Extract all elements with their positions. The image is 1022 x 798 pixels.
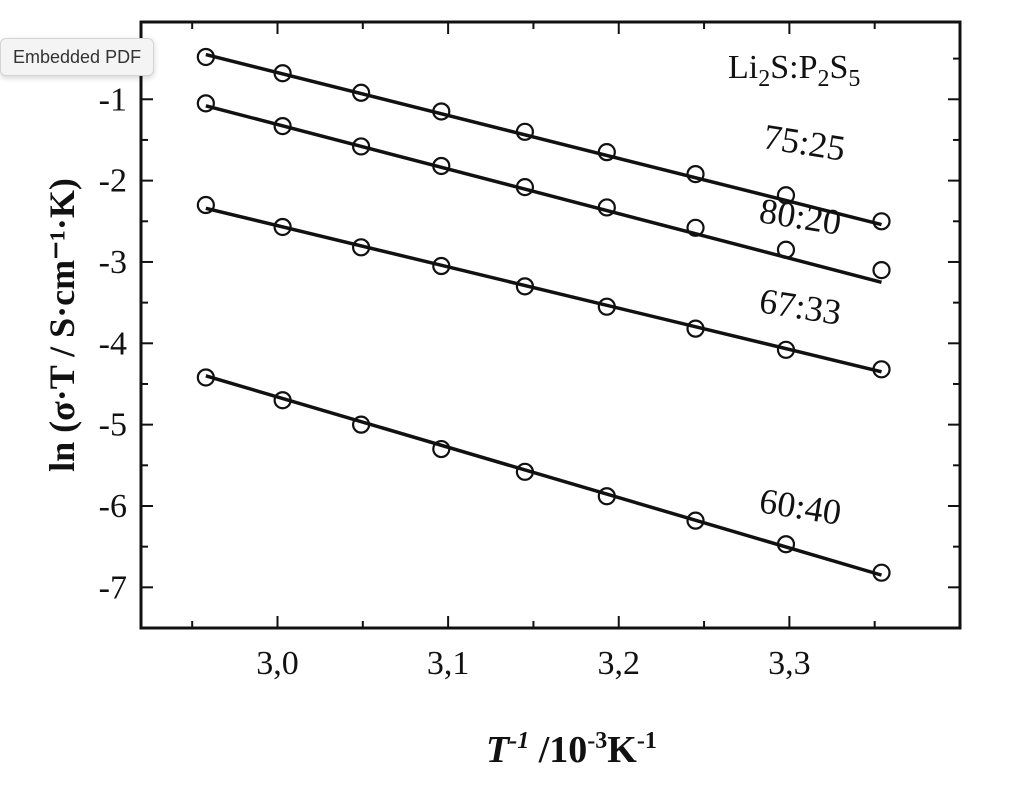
y-tick-label: -4 [99,325,127,362]
plot-frame [139,20,962,630]
x-axis-title: T-1 /10-3K-1 [486,728,657,771]
data-point-60-40 [196,368,215,387]
data-point-75-25 [432,102,451,121]
data-point-67-33 [196,195,215,215]
data-point-60-40 [872,563,891,582]
y-tick-label: -6 [99,488,127,525]
data-point-75-25 [352,83,371,102]
series-label-67-33: 67:33 [757,280,844,332]
data-point-80-20 [352,137,371,156]
series-label-75-25: 75:25 [761,116,848,168]
data-point-60-40 [597,487,616,506]
data-point-80-20 [432,156,451,176]
data-point-60-40 [776,535,796,554]
data-point-75-25 [776,186,796,205]
data-point-80-20 [872,260,891,280]
x-tick-label: 3,0 [256,645,299,682]
embedded-pdf-tooltip: Embedded PDF [0,38,155,76]
tick-labels: 3,0 3,1 3,2 3,3 -7 -6 -5 -4 -3 -2 -1 [99,81,811,682]
y-tick-label: -5 [99,407,127,444]
x-tick-label: 3,3 [768,645,811,682]
data-point-80-20 [273,117,292,136]
data-point-60-40 [273,391,292,410]
axis-ticks [141,22,961,629]
y-tick-label: -7 [99,569,127,606]
legend-title: Li2S:P2S5 [728,49,860,92]
fit-line-60-40 [205,374,883,577]
data-point-75-25 [196,47,215,67]
y-tick-label: -2 [99,163,127,200]
y-axis-title: ln (σ·T / S·cm⁻¹·K) [42,178,82,472]
data-point-75-25 [515,122,535,141]
fit-line-75-25 [205,52,882,227]
data-point-67-33 [686,319,705,338]
data-point-75-25 [273,64,292,83]
data-point-60-40 [352,415,371,434]
fit-lines [205,52,883,577]
data-point-67-33 [352,238,371,257]
data-point-80-20 [686,218,705,237]
data-point-60-40 [432,439,451,459]
fit-line-80-20 [205,104,882,284]
data-point-75-25 [872,212,891,231]
x-tick-label: 3,2 [598,645,641,682]
data-point-60-40 [686,511,705,530]
y-tick-label: -3 [99,244,127,281]
data-point-67-33 [273,217,292,237]
series-label-60-40: 60:40 [757,480,844,532]
fit-line-67-33 [205,206,882,374]
data-point-67-33 [872,360,891,379]
data-point-80-20 [776,240,796,259]
data-point-75-25 [597,143,616,162]
data-point-80-20 [196,94,215,113]
x-tick-label: 3,1 [427,645,470,682]
data-point-80-20 [515,178,535,197]
data-point-67-33 [432,256,451,276]
data-point-75-25 [686,165,705,184]
y-tick-label: -1 [99,81,127,118]
data-point-67-33 [515,277,535,296]
data-point-67-33 [776,340,796,359]
data-point-67-33 [597,297,616,316]
series-label-80-20: 80:20 [757,190,844,242]
data-points [196,47,891,582]
data-point-60-40 [515,462,535,481]
data-point-80-20 [597,198,616,217]
